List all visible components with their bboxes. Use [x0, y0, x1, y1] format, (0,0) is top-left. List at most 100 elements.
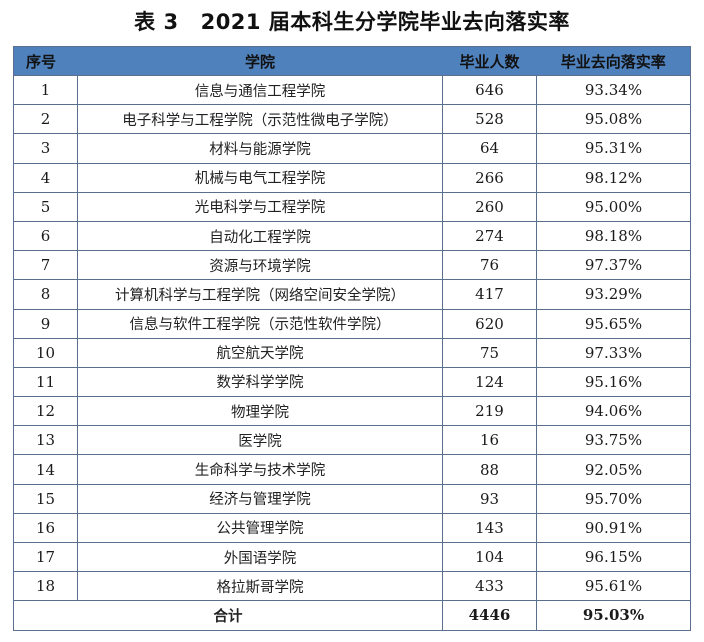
graduation-rate-table: 序号 学院 毕业人数 毕业去向落实率 1 信息与通信工程学院 646 93.34% 2… [13, 46, 691, 631]
total-row: 合计 4446 95.03% [13, 600, 691, 631]
row-rate: 93.34% [536, 74, 691, 106]
row-rate: 93.29% [536, 279, 691, 310]
row-graduates: 219 [442, 396, 537, 427]
row-index: 8 [13, 279, 78, 310]
row-rate: 95.00% [536, 191, 691, 222]
row-rate: 90.91% [536, 512, 691, 544]
table-title: 2021 届本科生分学院毕业去向落实率 [200, 10, 570, 34]
table-row: 6 自动化工程学院 274 98.18% [13, 220, 691, 252]
row-index: 12 [13, 396, 78, 427]
row-rate: 96.15% [536, 541, 691, 573]
row-rate: 92.05% [536, 454, 691, 485]
table-row: 5 光电科学与工程学院 260 95.00% [13, 191, 691, 222]
row-index: 13 [13, 425, 78, 456]
row-rate: 95.65% [536, 308, 691, 339]
table-row: 4 机械与电气工程学院 266 98.12% [13, 162, 691, 193]
row-college: 电子科学与工程学院（示范性微电子学院） [77, 104, 443, 135]
table-row: 13 医学院 16 93.75% [13, 425, 691, 456]
row-graduates: 93 [442, 483, 537, 514]
row-graduates: 124 [442, 366, 537, 398]
table-row: 8 计算机科学与工程学院（网络空间安全学院） 417 93.29% [13, 279, 691, 310]
row-rate: 95.31% [536, 133, 691, 164]
row-college: 公共管理学院 [77, 512, 443, 544]
row-index: 10 [13, 337, 78, 368]
row-graduates: 75 [442, 337, 537, 368]
row-college: 医学院 [77, 425, 443, 456]
row-rate: 98.18% [536, 220, 691, 252]
table-row: 3 材料与能源学院 64 95.31% [13, 133, 691, 164]
row-index: 11 [13, 366, 78, 398]
column-header-index: 序号 [13, 46, 78, 76]
row-rate: 95.16% [536, 366, 691, 398]
row-graduates: 646 [442, 74, 537, 106]
row-college: 信息与通信工程学院 [77, 74, 443, 106]
row-college: 生命科学与技术学院 [77, 454, 443, 485]
row-graduates: 104 [442, 541, 537, 573]
row-rate: 95.70% [536, 483, 691, 514]
total-label: 合计 [13, 600, 443, 631]
row-index: 14 [13, 454, 78, 485]
row-college: 资源与环境学院 [77, 250, 443, 281]
row-graduates: 16 [442, 425, 537, 456]
table-row: 10 航空航天学院 75 97.33% [13, 337, 691, 368]
row-graduates: 620 [442, 308, 537, 339]
row-graduates: 433 [442, 571, 537, 602]
row-graduates: 528 [442, 104, 537, 135]
table-row: 15 经济与管理学院 93 95.70% [13, 483, 691, 514]
row-rate: 97.37% [536, 250, 691, 281]
row-index: 17 [13, 541, 78, 573]
row-graduates: 76 [442, 250, 537, 281]
row-index: 16 [13, 512, 78, 544]
total-rate: 95.03% [536, 600, 691, 631]
table-row: 7 资源与环境学院 76 97.37% [13, 250, 691, 281]
table-row: 12 物理学院 219 94.06% [13, 396, 691, 427]
row-index: 1 [13, 74, 78, 106]
table-header-row: 序号 学院 毕业人数 毕业去向落实率 [13, 46, 691, 76]
table-caption: 表 3 2021 届本科生分学院毕业去向落实率 [0, 6, 704, 38]
row-graduates: 266 [442, 162, 537, 193]
row-rate: 95.61% [536, 571, 691, 602]
row-index: 6 [13, 220, 78, 252]
row-rate: 95.08% [536, 104, 691, 135]
table-row: 17 外国语学院 104 96.15% [13, 541, 691, 573]
total-graduates: 4446 [442, 600, 537, 631]
row-graduates: 274 [442, 220, 537, 252]
row-index: 18 [13, 571, 78, 602]
table-row: 18 格拉斯哥学院 433 95.61% [13, 571, 691, 602]
row-index: 2 [13, 104, 78, 135]
row-college: 计算机科学与工程学院（网络空间安全学院） [77, 279, 443, 310]
row-graduates: 260 [442, 191, 537, 222]
column-header-rate: 毕业去向落实率 [536, 46, 691, 76]
row-college: 外国语学院 [77, 541, 443, 573]
row-rate: 97.33% [536, 337, 691, 368]
table-row: 9 信息与软件工程学院（示范性软件学院） 620 95.65% [13, 308, 691, 339]
table-row: 1 信息与通信工程学院 646 93.34% [13, 74, 691, 106]
row-college: 机械与电气工程学院 [77, 162, 443, 193]
row-rate: 93.75% [536, 425, 691, 456]
row-graduates: 143 [442, 512, 537, 544]
row-college: 信息与软件工程学院（示范性软件学院） [77, 308, 443, 339]
row-index: 4 [13, 162, 78, 193]
table-row: 14 生命科学与技术学院 88 92.05% [13, 454, 691, 485]
table-row: 11 数学科学学院 124 95.16% [13, 366, 691, 398]
row-college: 航空航天学院 [77, 337, 443, 368]
column-header-graduates: 毕业人数 [442, 46, 537, 76]
row-college: 物理学院 [77, 396, 443, 427]
row-college: 经济与管理学院 [77, 483, 443, 514]
row-college: 数学科学学院 [77, 366, 443, 398]
table-row: 16 公共管理学院 143 90.91% [13, 512, 691, 544]
row-graduates: 64 [442, 133, 537, 164]
row-index: 15 [13, 483, 78, 514]
row-college: 格拉斯哥学院 [77, 571, 443, 602]
row-graduates: 417 [442, 279, 537, 310]
row-index: 5 [13, 191, 78, 222]
row-index: 7 [13, 250, 78, 281]
row-index: 9 [13, 308, 78, 339]
row-index: 3 [13, 133, 78, 164]
table-row: 2 电子科学与工程学院（示范性微电子学院） 528 95.08% [13, 104, 691, 135]
row-rate: 94.06% [536, 396, 691, 427]
row-college: 材料与能源学院 [77, 133, 443, 164]
row-college: 自动化工程学院 [77, 220, 443, 252]
row-rate: 98.12% [536, 162, 691, 193]
column-header-college: 学院 [77, 46, 443, 76]
